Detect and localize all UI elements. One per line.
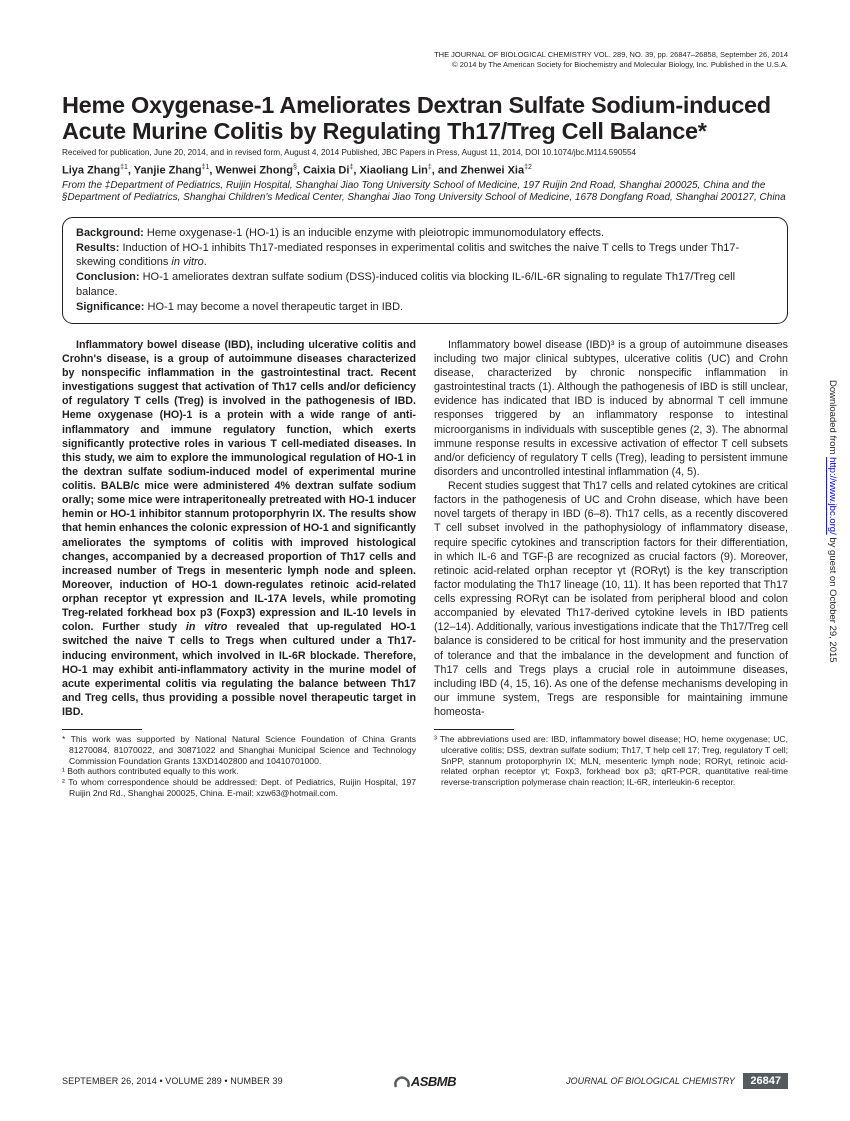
affiliations: From the ‡Department of Pediatrics, Ruij… xyxy=(62,180,788,205)
journal-header: THE JOURNAL OF BIOLOGICAL CHEMISTRY VOL.… xyxy=(62,50,788,70)
body-columns: Inflammatory bowel disease (IBD), includ… xyxy=(62,338,788,799)
article-title: Heme Oxygenase-1 Ameliorates Dextran Sul… xyxy=(62,92,788,145)
journal-header-line2: © 2014 by The American Society for Bioch… xyxy=(62,60,788,70)
footnote-abbrev: ³ The abbreviations used are: IBD, infla… xyxy=(434,734,788,788)
intro-p1: Inflammatory bowel disease (IBD)³ is a g… xyxy=(434,338,788,479)
capsule-res: Induction of HO-1 inhibits Th17-mediated… xyxy=(76,242,739,269)
column-left: Inflammatory bowel disease (IBD), includ… xyxy=(62,338,416,799)
intro-p2: Recent studies suggest that Th17 cells a… xyxy=(434,479,788,719)
journal-header-line1: THE JOURNAL OF BIOLOGICAL CHEMISTRY VOL.… xyxy=(62,50,788,60)
capsule-sig-label: Significance: xyxy=(76,301,148,313)
capsule-bg: Heme oxygenase-1 (HO-1) is an inducible … xyxy=(147,227,604,239)
footnote-funding: * This work was supported by National Na… xyxy=(62,734,416,766)
footer-date: SEPTEMBER 26, 2014 • VOLUME 289 • NUMBER… xyxy=(62,1076,283,1086)
download-link[interactable]: http://www.jbc.org/ xyxy=(827,457,838,535)
download-sidebar: Downloaded from http://www.jbc.org/ by g… xyxy=(827,380,838,663)
capsule-con: HO-1 ameliorates dextran sulfate sodium … xyxy=(76,271,735,298)
footnote-correspondence: ² To whom correspondence should be addre… xyxy=(62,777,416,798)
footer-right: JOURNAL OF BIOLOGICAL CHEMISTRY 26847 xyxy=(566,1073,788,1089)
footer-logo: ASBMB xyxy=(393,1074,456,1089)
page-number: 26847 xyxy=(743,1073,788,1089)
column-right: Inflammatory bowel disease (IBD)³ is a g… xyxy=(434,338,788,799)
page-footer: SEPTEMBER 26, 2014 • VOLUME 289 • NUMBER… xyxy=(62,1073,788,1089)
footnote-rule xyxy=(62,729,142,730)
footnote-equal: ¹ Both authors contributed equally to th… xyxy=(62,766,416,777)
footnote-rule-right xyxy=(434,729,514,730)
abstract: Inflammatory bowel disease (IBD), includ… xyxy=(62,338,416,719)
capsule-bg-label: Background: xyxy=(76,227,147,239)
capsule-box: Background: Heme oxygenase-1 (HO-1) is a… xyxy=(62,217,788,324)
authors: Liya Zhang‡1, Yanjie Zhang‡1, Wenwei Zho… xyxy=(62,164,788,177)
capsule-res-label: Results: xyxy=(76,242,122,254)
received-line: Received for publication, June 20, 2014,… xyxy=(62,148,788,157)
footer-journal: JOURNAL OF BIOLOGICAL CHEMISTRY xyxy=(566,1076,735,1086)
capsule-sig: HO-1 may become a novel therapeutic targ… xyxy=(148,301,404,313)
capsule-con-label: Conclusion: xyxy=(76,271,143,283)
